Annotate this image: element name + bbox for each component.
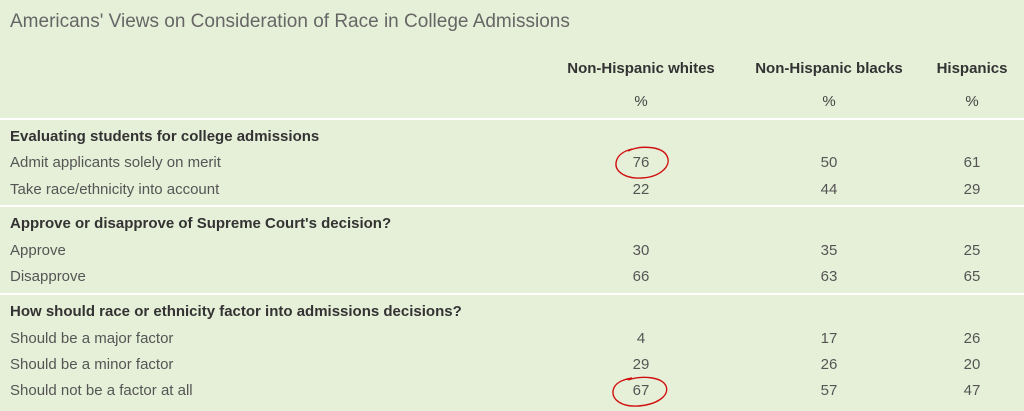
cell-value: 25 xyxy=(963,242,981,259)
divider xyxy=(0,293,1024,295)
column-header-blacks: Non-Hispanic blacks xyxy=(755,60,903,77)
cell-value: 50 xyxy=(820,154,838,171)
chart-title: Americans' Views on Consideration of Rac… xyxy=(10,11,570,32)
cell-value: 63 xyxy=(820,268,838,285)
cell-value: 44 xyxy=(820,181,838,198)
cell-value: 22 xyxy=(632,181,650,198)
cell-value: 30 xyxy=(632,242,650,259)
annotation-circle-67 xyxy=(612,376,668,407)
column-header-whites: Non-Hispanic whites xyxy=(567,60,715,77)
unit-label-whites: % xyxy=(634,93,648,110)
row-label: Disapprove xyxy=(10,268,86,285)
cell-value: 57 xyxy=(820,382,838,399)
section-heading: Evaluating students for college admissio… xyxy=(10,128,320,145)
cell-value: 20 xyxy=(963,356,981,373)
row-label: Should not be a factor at all xyxy=(10,382,193,399)
unit-label-blacks: % xyxy=(822,93,836,110)
row-label: Should be a minor factor xyxy=(10,356,174,373)
cell-value: 17 xyxy=(820,330,838,347)
column-header-hispanics: Hispanics xyxy=(936,60,1008,77)
divider xyxy=(0,118,1024,120)
annotation-circle-76 xyxy=(615,146,669,179)
cell-value: 26 xyxy=(820,356,838,373)
cell-value: 26 xyxy=(963,330,981,347)
section-heading: How should race or ethnicity factor into… xyxy=(10,303,462,320)
cell-value: 67 xyxy=(632,382,650,399)
cell-value: 35 xyxy=(820,242,838,259)
row-label: Approve xyxy=(10,242,66,259)
cell-value: 4 xyxy=(636,330,646,347)
unit-label-hispanics: % xyxy=(965,93,979,110)
cell-value: 47 xyxy=(963,382,981,399)
cell-value: 76 xyxy=(632,154,650,171)
row-label: Admit applicants solely on merit xyxy=(10,154,221,171)
section-heading: Approve or disapprove of Supreme Court's… xyxy=(10,215,392,232)
cell-value: 29 xyxy=(632,356,650,373)
cell-value: 61 xyxy=(963,154,981,171)
cell-value: 66 xyxy=(632,268,650,285)
cell-value: 29 xyxy=(963,181,981,198)
row-label: Take race/ethnicity into account xyxy=(10,181,220,198)
cell-value: 65 xyxy=(963,268,981,285)
row-label: Should be a major factor xyxy=(10,330,174,347)
divider xyxy=(0,205,1024,207)
